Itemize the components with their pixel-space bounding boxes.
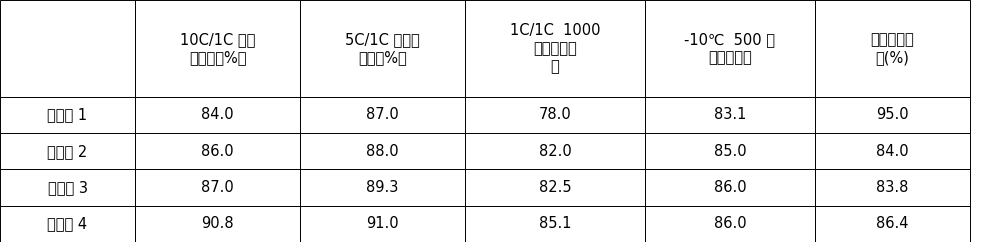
Bar xyxy=(0,97,135,133)
Bar xyxy=(645,0,815,97)
Bar xyxy=(465,0,645,97)
Text: 85.1: 85.1 xyxy=(539,216,571,231)
Bar xyxy=(300,97,465,133)
Text: 78.0: 78.0 xyxy=(539,107,571,122)
Text: 10C/1C 容量
保持率（%）: 10C/1C 容量 保持率（%） xyxy=(180,32,255,65)
Bar xyxy=(300,169,465,206)
Text: 86.4: 86.4 xyxy=(876,216,909,231)
Text: 89.3: 89.3 xyxy=(366,180,399,195)
Text: 首次库伦效
率(%): 首次库伦效 率(%) xyxy=(871,32,914,65)
Bar xyxy=(300,206,465,242)
Bar xyxy=(0,206,135,242)
Bar xyxy=(815,133,970,169)
Text: 86.0: 86.0 xyxy=(714,216,746,231)
Text: 86.0: 86.0 xyxy=(714,180,746,195)
Text: -10℃  500 次
容量保持率: -10℃ 500 次 容量保持率 xyxy=(684,32,776,65)
Text: 1C/1C  1000
次容量保持
率: 1C/1C 1000 次容量保持 率 xyxy=(510,23,600,74)
Bar xyxy=(465,133,645,169)
Bar xyxy=(815,97,970,133)
Bar xyxy=(465,97,645,133)
Text: 87.0: 87.0 xyxy=(201,180,234,195)
Bar xyxy=(645,169,815,206)
Bar xyxy=(135,169,300,206)
Bar xyxy=(815,0,970,97)
Bar xyxy=(0,133,135,169)
Text: 对比例 1: 对比例 1 xyxy=(47,107,88,122)
Text: 90.8: 90.8 xyxy=(201,216,234,231)
Bar xyxy=(135,97,300,133)
Text: 对比例 4: 对比例 4 xyxy=(47,216,88,231)
Bar xyxy=(645,206,815,242)
Text: 91.0: 91.0 xyxy=(366,216,399,231)
Text: 84.0: 84.0 xyxy=(201,107,234,122)
Bar xyxy=(815,206,970,242)
Text: 84.0: 84.0 xyxy=(876,144,909,159)
Text: 5C/1C 容量保
持率（%）: 5C/1C 容量保 持率（%） xyxy=(345,32,420,65)
Text: 95.0: 95.0 xyxy=(876,107,909,122)
Text: 83.1: 83.1 xyxy=(714,107,746,122)
Text: 82.5: 82.5 xyxy=(539,180,571,195)
Text: 86.0: 86.0 xyxy=(201,144,234,159)
Bar xyxy=(135,0,300,97)
Bar xyxy=(465,169,645,206)
Text: 82.0: 82.0 xyxy=(539,144,571,159)
Bar xyxy=(645,133,815,169)
Bar xyxy=(465,206,645,242)
Bar xyxy=(135,206,300,242)
Bar xyxy=(815,169,970,206)
Bar xyxy=(300,0,465,97)
Text: 83.8: 83.8 xyxy=(876,180,909,195)
Text: 88.0: 88.0 xyxy=(366,144,399,159)
Text: 87.0: 87.0 xyxy=(366,107,399,122)
Bar xyxy=(645,97,815,133)
Bar xyxy=(135,133,300,169)
Text: 85.0: 85.0 xyxy=(714,144,746,159)
Text: 对比例 3: 对比例 3 xyxy=(48,180,88,195)
Bar xyxy=(0,169,135,206)
Bar xyxy=(300,133,465,169)
Bar xyxy=(0,0,135,97)
Text: 对比例 2: 对比例 2 xyxy=(47,144,88,159)
